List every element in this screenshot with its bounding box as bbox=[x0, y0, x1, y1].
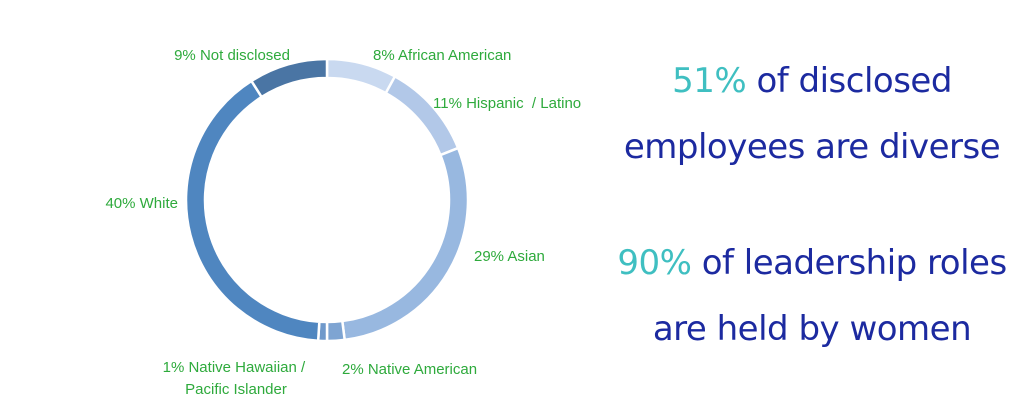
stat-line-2: are held by women bbox=[652, 309, 972, 349]
stat-highlight-percent: 90% bbox=[617, 243, 692, 283]
donut-slice-0 bbox=[325, 57, 397, 95]
stat-women-leadership: 90% of leadership roles are held by wome… bbox=[600, 230, 1024, 362]
stat-diverse-employees: 51% of disclosed employees are diverse bbox=[600, 48, 1024, 180]
donut-slice-3 bbox=[325, 319, 346, 343]
donut-slices bbox=[184, 57, 470, 343]
slice-label-native-american: 2% Native American bbox=[342, 361, 477, 378]
stat-text: of leadership roles bbox=[691, 243, 1007, 283]
slice-label-hispanic-latino: 11% Hispanic / Latino bbox=[433, 95, 581, 112]
donut-slice-2 bbox=[341, 146, 470, 342]
stat-line-1: 90% of leadership roles bbox=[600, 230, 1024, 296]
donut-slice-5 bbox=[184, 79, 321, 342]
slice-label-white: 40% White bbox=[105, 195, 178, 212]
slice-label-african-american: 8% African American bbox=[373, 47, 511, 64]
donut-slice-1 bbox=[384, 75, 460, 157]
slice-labels: 8% African American 11% Hispanic / Latin… bbox=[105, 47, 581, 398]
stat-line-1: 51% of disclosed bbox=[600, 48, 1024, 114]
donut-slice-6 bbox=[250, 57, 329, 99]
slice-label-asian: 29% Asian bbox=[474, 248, 545, 265]
stat-highlight-percent: 51% bbox=[672, 61, 747, 101]
stat-text: of disclosed bbox=[746, 61, 952, 101]
stat-line-2: employees are diverse bbox=[623, 127, 1001, 167]
slice-label-not-disclosed: 9% Not disclosed bbox=[174, 47, 290, 64]
donut-chart: 8% African American 11% Hispanic / Latin… bbox=[105, 47, 581, 398]
slice-label-native-hawaiian: 1% Native Hawaiian / Pacific Islander bbox=[163, 359, 310, 398]
